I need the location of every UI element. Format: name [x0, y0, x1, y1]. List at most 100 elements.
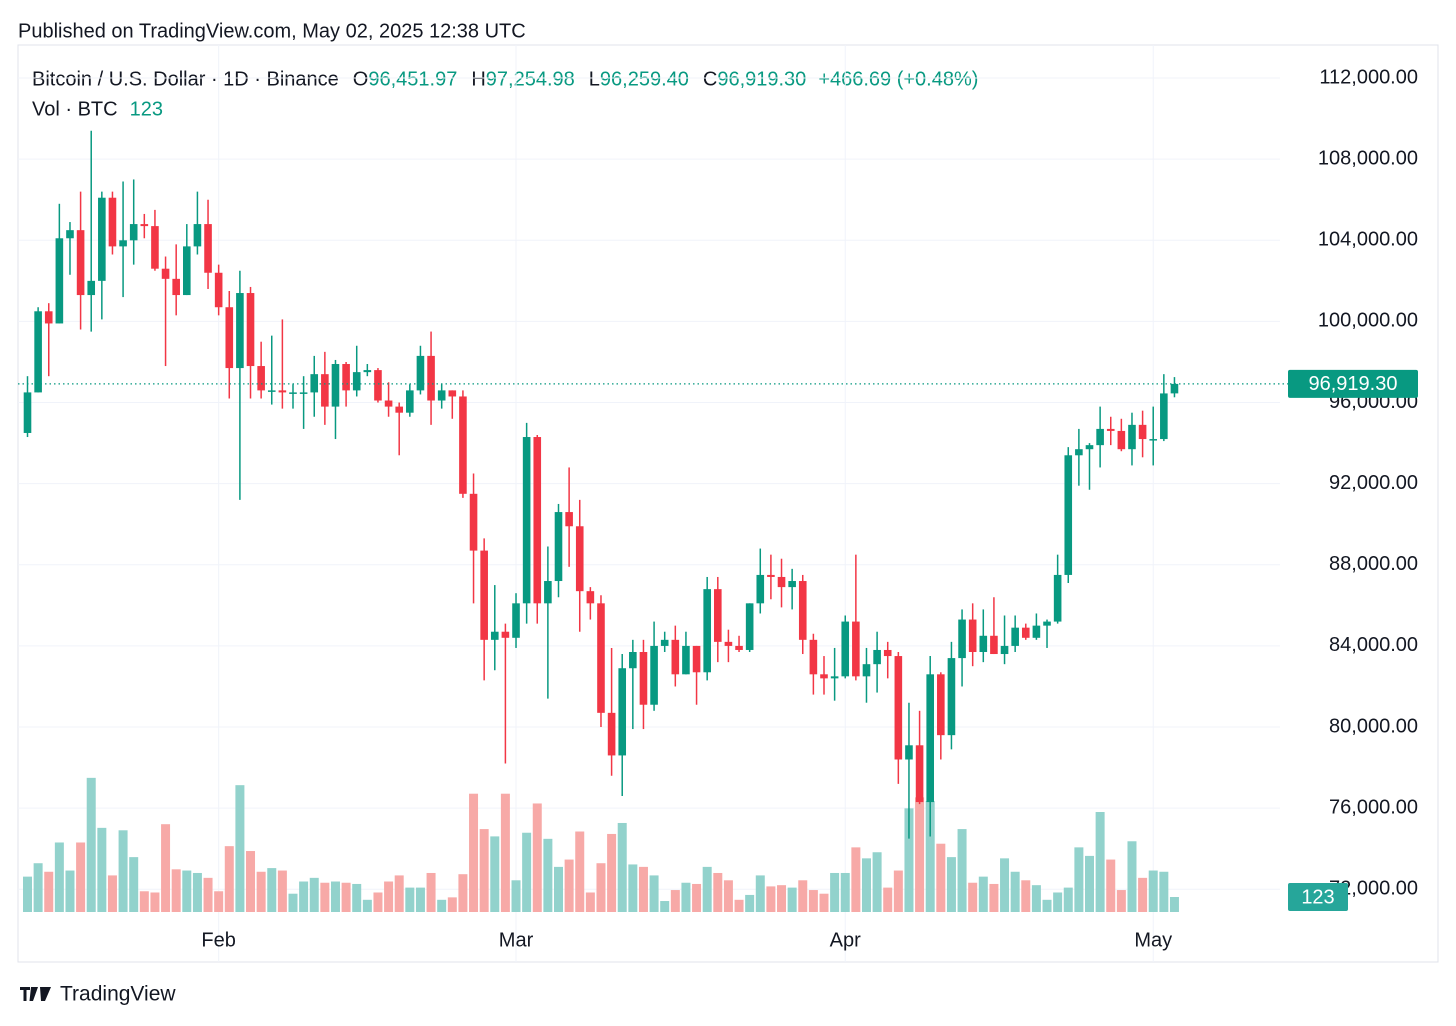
body — [98, 197, 106, 281]
ohlc-legend: O 96,451.97 H 97,254.98 L 96,259.40 C 96,919.30… — [353, 68, 979, 90]
body — [894, 656, 903, 760]
volume-bar — [405, 887, 415, 912]
volume-value: 123 — [130, 98, 163, 120]
body — [1128, 424, 1136, 450]
body — [926, 674, 934, 803]
body — [363, 370, 372, 373]
candles — [23, 130, 1179, 839]
body — [798, 581, 807, 640]
body — [1043, 621, 1051, 626]
published: Published on TradingView.com, May 02, 20… — [18, 20, 526, 42]
body — [745, 603, 754, 650]
volume-bar — [532, 803, 542, 912]
volume-bar — [808, 890, 818, 912]
volume-bar — [1138, 877, 1148, 912]
body — [448, 390, 457, 397]
body — [119, 240, 127, 247]
volume-bar — [936, 843, 946, 912]
grid — [18, 45, 1280, 962]
body — [841, 621, 850, 677]
body — [873, 649, 881, 665]
volume-bar — [171, 869, 181, 912]
body — [1011, 627, 1019, 646]
volume-bar — [904, 808, 914, 912]
body — [225, 307, 234, 369]
volume-bar — [968, 882, 978, 912]
volume-bar — [373, 892, 383, 912]
volume-bar — [277, 870, 287, 912]
volume-bar — [362, 899, 372, 912]
volume-bar — [1169, 897, 1179, 912]
frame — [17, 44, 1439, 963]
body — [34, 311, 42, 393]
ohlc-key: C — [703, 68, 717, 90]
body — [979, 635, 988, 653]
body — [607, 712, 616, 756]
volume-bar — [1063, 887, 1073, 912]
body — [512, 603, 520, 638]
body — [915, 745, 924, 803]
body — [586, 591, 595, 604]
body — [161, 268, 170, 279]
volume-bar — [670, 890, 680, 912]
ohlc-key: L — [589, 68, 600, 90]
body — [629, 652, 637, 669]
volume-bar — [1127, 841, 1137, 912]
body — [427, 355, 435, 401]
volume-bar — [872, 852, 882, 912]
body — [575, 526, 584, 592]
ohlc-value: 96,919.30 — [717, 68, 806, 90]
symbol: Bitcoin / U.S. Dollar · 1D · Binance — [32, 68, 339, 90]
volume-bar — [585, 892, 595, 912]
volume-bar — [915, 797, 925, 912]
body — [618, 668, 627, 756]
volume-bar — [54, 842, 64, 912]
volume-bar — [33, 863, 43, 912]
body — [151, 226, 159, 269]
body — [862, 664, 871, 677]
body — [1021, 627, 1030, 638]
volume-bar — [660, 901, 670, 912]
volume-bar — [883, 887, 893, 912]
body — [214, 272, 223, 308]
body — [469, 493, 478, 551]
volume-bar — [543, 838, 553, 912]
body — [352, 372, 361, 391]
volume-bar — [851, 847, 861, 912]
volume-bar — [713, 872, 723, 912]
volume-bar — [798, 880, 808, 912]
volume-bar — [139, 891, 149, 912]
body — [809, 639, 818, 675]
volume-bar — [957, 829, 967, 912]
x-tick-label: May — [1134, 929, 1172, 951]
volume-bar — [681, 882, 691, 912]
volume-bar — [607, 833, 617, 912]
body — [236, 293, 244, 369]
body — [883, 649, 892, 657]
ohlc-value: 97,254.98 — [486, 68, 575, 90]
volume-bar — [490, 836, 500, 912]
body — [278, 390, 287, 393]
volume-bar — [745, 894, 755, 912]
y-tick-label: 104,000.00 — [1318, 229, 1418, 251]
body — [267, 390, 276, 392]
body — [958, 619, 966, 659]
volume-bar — [1116, 890, 1126, 912]
change: +466.69 (+0.48%) — [818, 68, 978, 90]
volume-bar — [394, 875, 404, 912]
volume-bar — [893, 870, 903, 912]
body — [830, 676, 839, 679]
volume-title: Vol · BTC — [32, 98, 118, 120]
body — [501, 631, 510, 638]
body — [66, 230, 74, 239]
y-tick-label: 88,000.00 — [1329, 553, 1418, 575]
body — [777, 576, 786, 588]
volume-bar — [564, 859, 574, 912]
body — [1117, 430, 1126, 450]
volume-bar — [755, 875, 765, 912]
body — [193, 224, 202, 247]
y-tick-label: 76,000.00 — [1329, 796, 1418, 818]
volume-bar — [214, 891, 224, 912]
body — [129, 224, 138, 241]
volume-bar — [426, 872, 436, 912]
